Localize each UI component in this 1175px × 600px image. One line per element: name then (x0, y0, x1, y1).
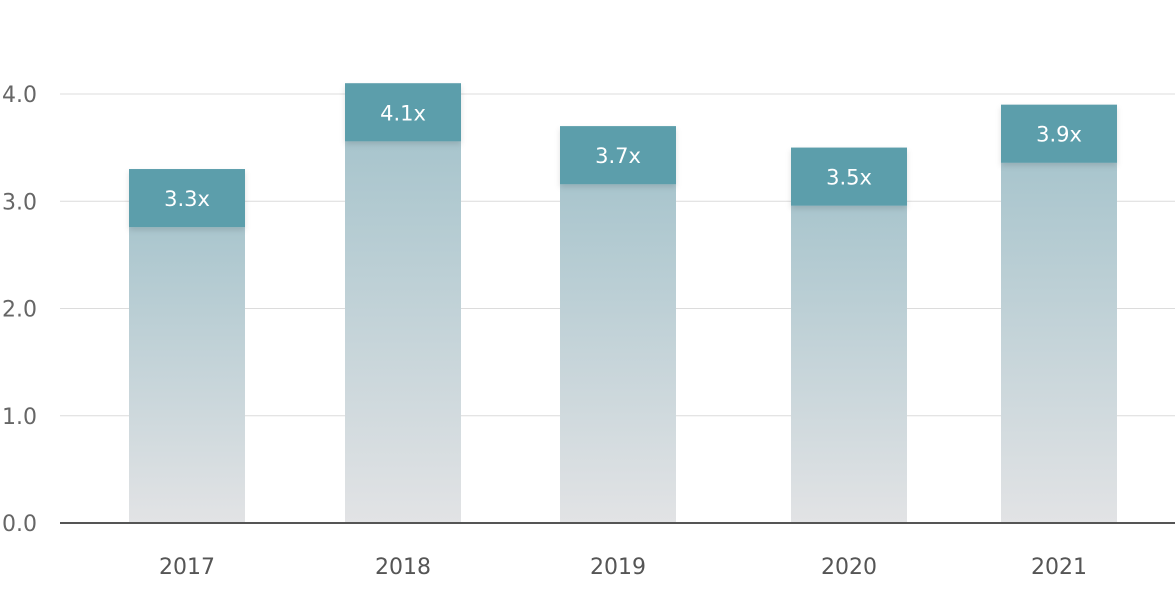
y-tick-label: 1.0 (2, 405, 37, 430)
bar-2019: 3.7x (560, 126, 676, 524)
bar-body (129, 169, 245, 523)
bar-2021: 3.9x (1001, 104, 1117, 523)
y-tick-label: 0.0 (2, 512, 37, 537)
bar-cap (345, 83, 461, 142)
x-axis-category-labels: 2017 2018 2019 2020 2021 (159, 555, 1087, 580)
x-category-label: 2019 (590, 555, 646, 580)
bar-value-label: 3.3x (164, 187, 210, 211)
y-tick-label: 2.0 (2, 298, 37, 323)
bar-cap (560, 126, 676, 185)
x-category-label: 2021 (1031, 555, 1087, 580)
bar-value-label: 3.9x (1036, 123, 1082, 147)
bar-value-label: 3.7x (595, 144, 641, 168)
bar-2017: 3.3x (129, 169, 245, 523)
bar-2020: 3.5x (791, 147, 907, 523)
bar-2018: 4.1x (345, 83, 461, 524)
bar-cap (791, 147, 907, 206)
bar-cap (1001, 104, 1117, 163)
y-tick-label: 4.0 (2, 83, 37, 108)
bar-value-label: 3.5x (826, 166, 872, 190)
bar-body (345, 83, 461, 524)
bar-cap (129, 169, 245, 228)
bar-value-label: 4.1x (380, 101, 426, 125)
bar-body (560, 126, 676, 524)
y-axis-tick-labels: 0.0 1.0 2.0 3.0 4.0 (2, 83, 37, 537)
x-category-label: 2020 (821, 555, 877, 580)
y-tick-label: 3.0 (2, 190, 37, 215)
bars: 3.3x 4.1x 3.7x 3.5x 3.9x (129, 83, 1117, 524)
x-category-label: 2018 (375, 555, 431, 580)
bar-body (1001, 104, 1117, 523)
x-category-label: 2017 (159, 555, 215, 580)
bar-body (791, 147, 907, 523)
